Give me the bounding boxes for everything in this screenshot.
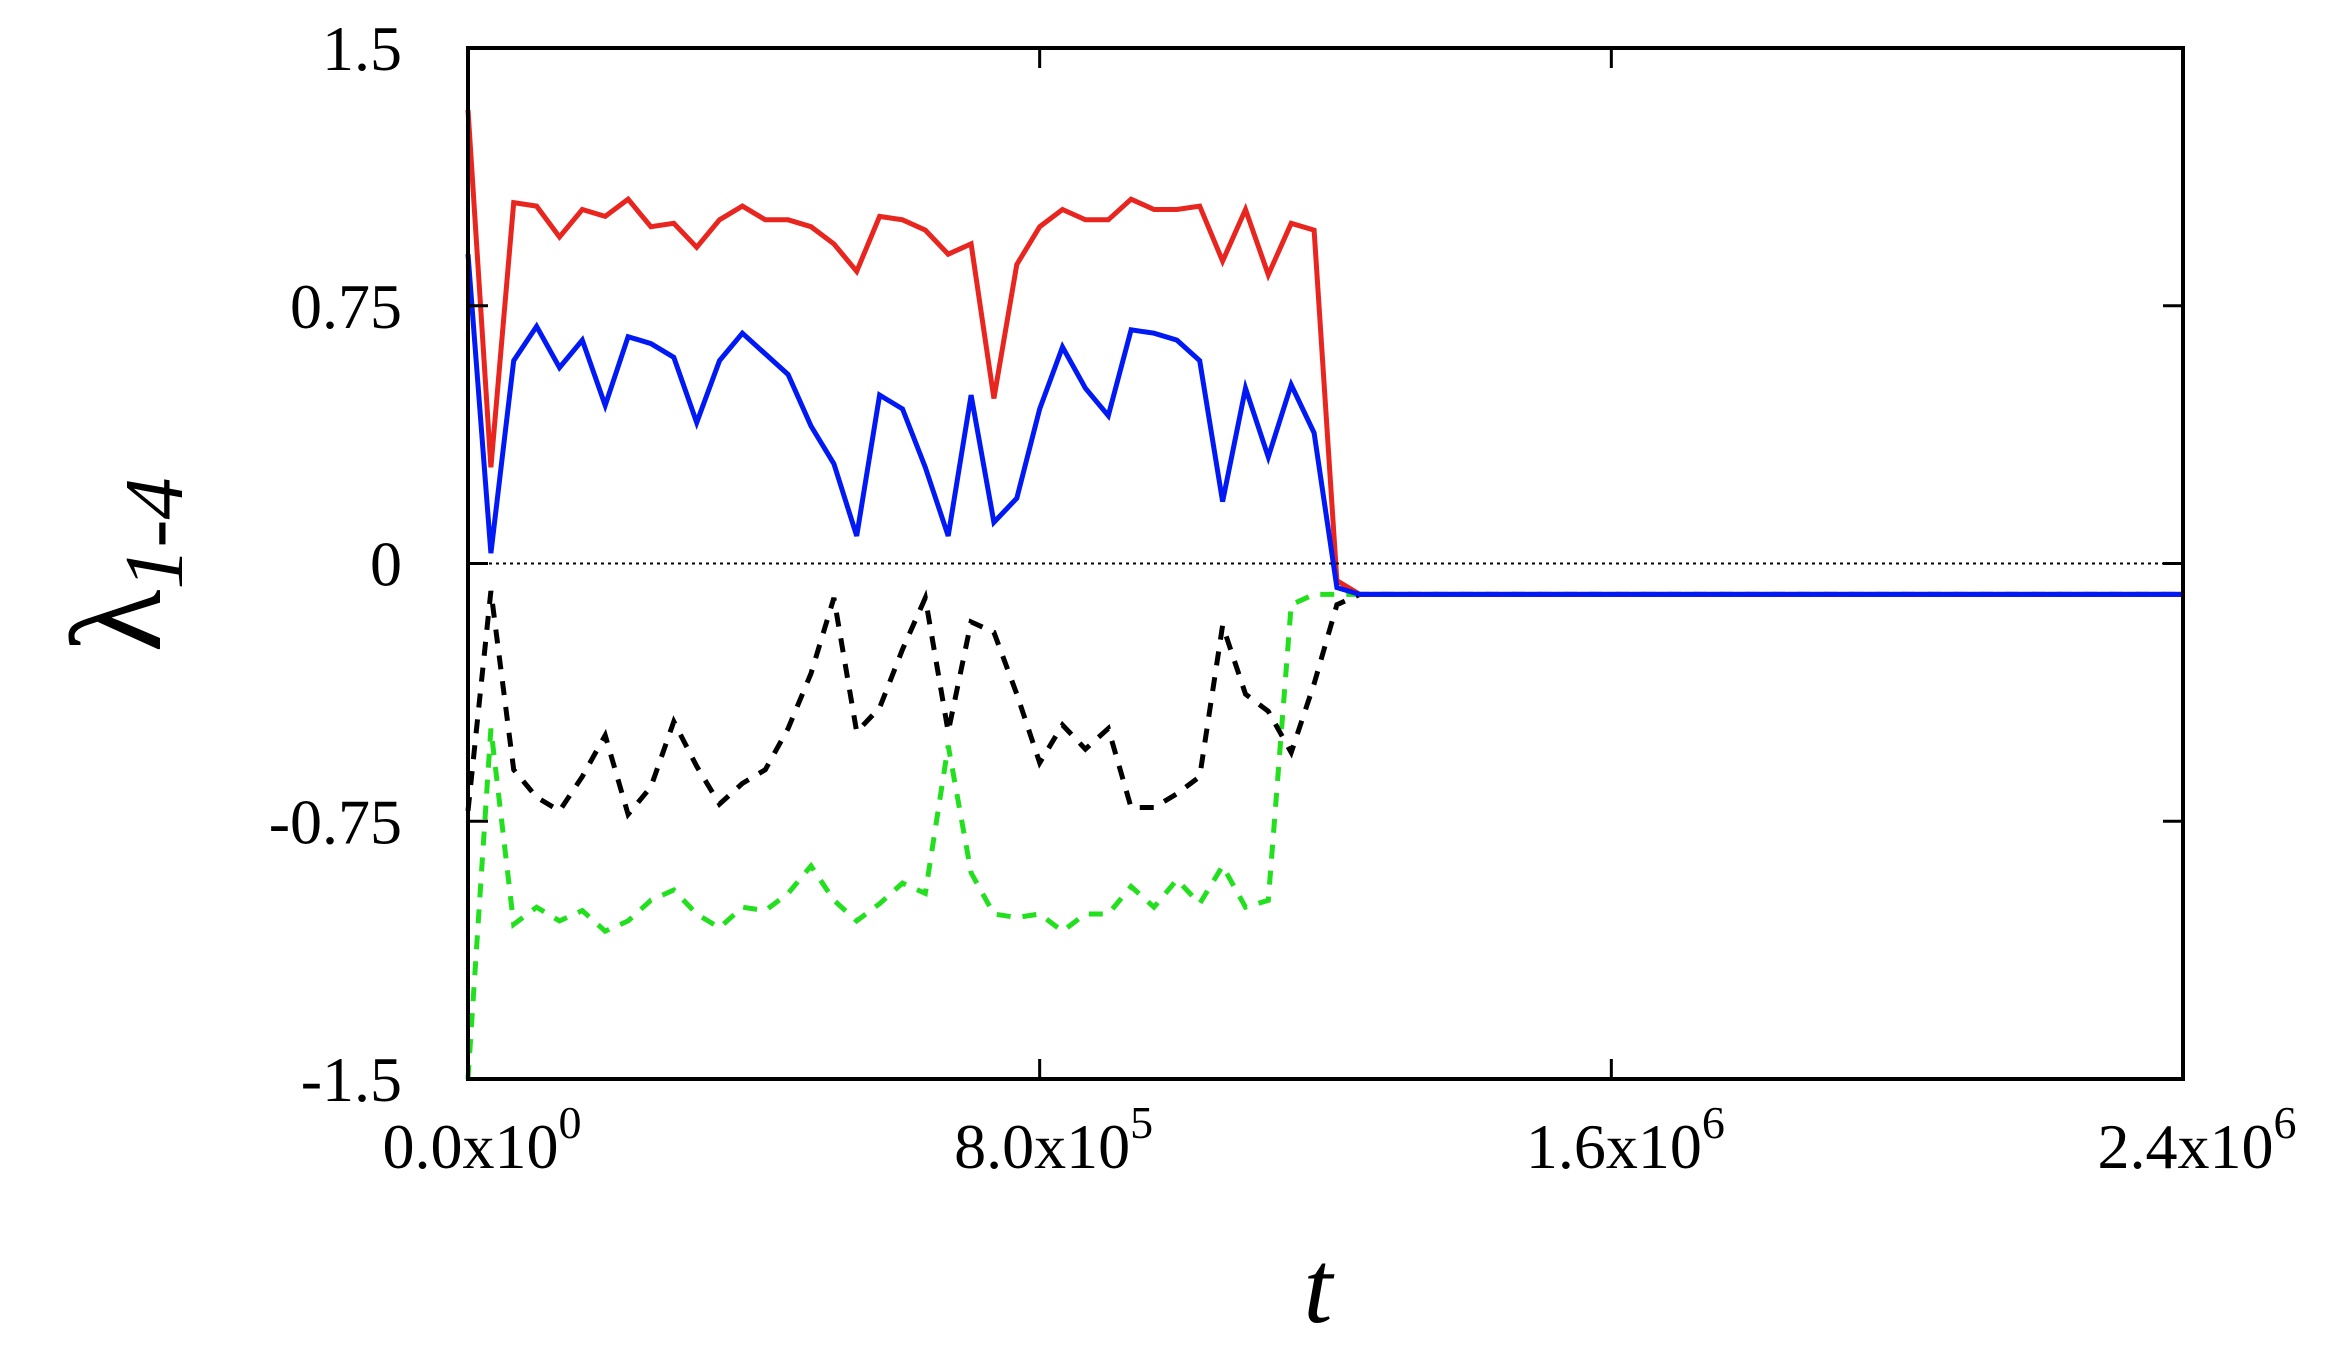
x-axis-label: t xyxy=(1304,1230,1335,1345)
svg-text:λ1-4: λ1-4 xyxy=(45,477,201,652)
x-tick-label: 2.4x106 xyxy=(2098,1097,2297,1182)
series-line-lambda2 xyxy=(465,254,2183,597)
y-tick-label: 0 xyxy=(370,529,402,600)
series-line-lambda4 xyxy=(465,591,2183,1080)
y-tick-label: -0.75 xyxy=(269,786,402,857)
y-tick-label: -1.5 xyxy=(301,1044,402,1115)
y-axis-subscript: 1-4 xyxy=(108,477,201,589)
tick-layer: 1.5 0.75 0 -0.75 -1.50.0x100 8.0x105 1.6x106 2.… xyxy=(269,13,2297,1182)
axis-label-layer: t λ1-4 xyxy=(45,477,1335,1345)
series-line-lambda3 xyxy=(465,589,2183,820)
series-layer xyxy=(465,109,2183,1080)
x-tick-label: 8.0x105 xyxy=(954,1097,1153,1182)
y-tick-label: 1.5 xyxy=(322,13,402,84)
y-axis-label: λ1-4 xyxy=(45,477,201,652)
x-tick-label: 0.0x100 xyxy=(383,1097,582,1182)
y-axis-symbol: λ xyxy=(45,589,189,652)
y-tick-label: 0.75 xyxy=(290,271,402,342)
x-tick-label: 1.6x106 xyxy=(1526,1097,1725,1182)
series-line-lambda1 xyxy=(465,109,2183,597)
